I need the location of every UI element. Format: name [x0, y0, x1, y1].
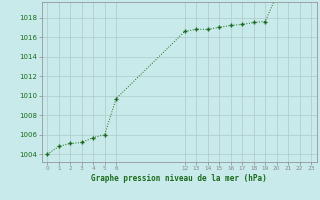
X-axis label: Graphe pression niveau de la mer (hPa): Graphe pression niveau de la mer (hPa): [91, 174, 267, 183]
